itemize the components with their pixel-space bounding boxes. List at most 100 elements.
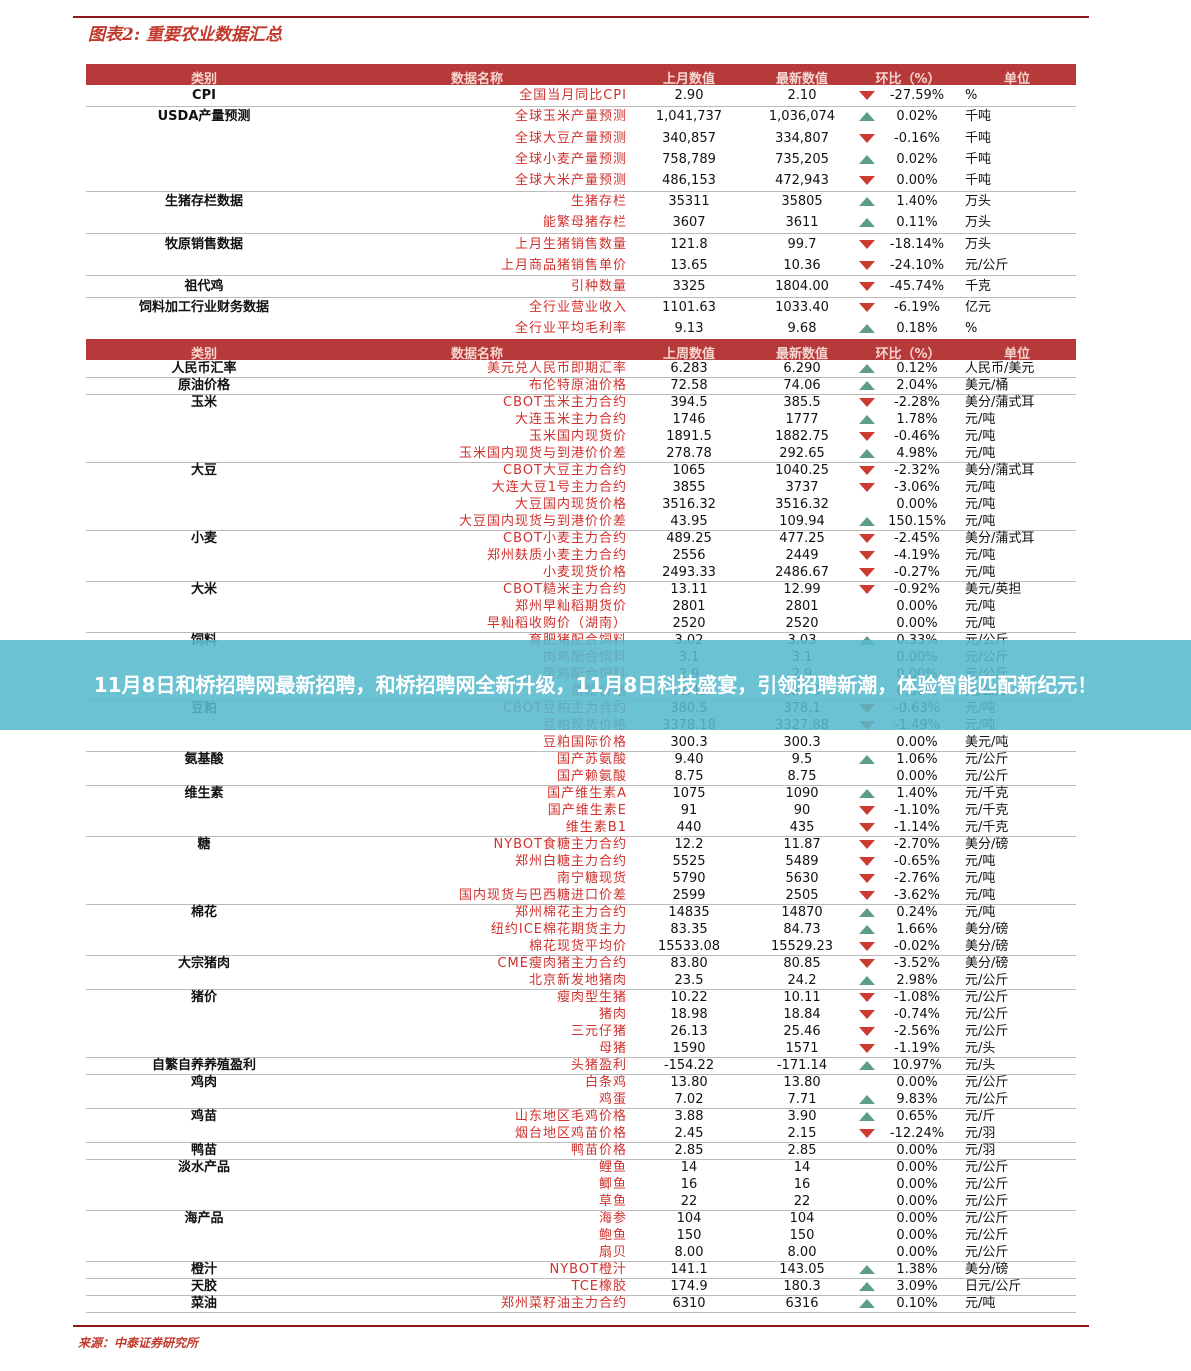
prev-value: 150 <box>676 1228 702 1244</box>
trend-arrow <box>859 398 875 408</box>
prev-value: 3325 <box>672 278 706 294</box>
group-separator <box>86 1311 1076 1313</box>
category: 玉米 <box>190 395 217 411</box>
prev-value: 18.98 <box>670 1007 708 1023</box>
trend-arrow <box>859 1061 875 1071</box>
unit: 元/公斤 <box>965 1024 1009 1040</box>
trend-arrow-shape <box>859 1299 875 1309</box>
data-name: 上月生猪销售数量 <box>514 236 627 252</box>
latest-value: 1033.40 <box>775 300 829 316</box>
category: 淡水产品 <box>177 1160 230 1176</box>
latest-value: 2520 <box>785 616 819 632</box>
prev-value: 9.40 <box>674 752 704 768</box>
latest-value: 2449 <box>785 548 819 564</box>
change-value: -2.56% <box>894 1024 940 1040</box>
prev-value: 2801 <box>672 599 706 615</box>
trend-arrow <box>859 91 875 101</box>
latest-value: -171.14 <box>776 1058 828 1074</box>
group-separator <box>86 750 1076 752</box>
category: 维生素 <box>184 786 224 802</box>
trend-arrow <box>859 281 875 291</box>
prev-value: 121.8 <box>670 236 708 252</box>
trend-arrow <box>859 789 875 799</box>
change-value: 1.40% <box>896 786 938 802</box>
change-value: -2.70% <box>894 837 940 853</box>
trend-arrow-shape <box>859 197 875 207</box>
change-value: -3.52% <box>894 956 940 972</box>
prev-value: 26.13 <box>670 1024 708 1040</box>
data-name: CME瘦肉猪主力合约 <box>497 956 627 972</box>
unit: 元/公斤 <box>965 1245 1009 1261</box>
category: 饲料加工行业财务数据 <box>138 300 269 316</box>
change-value: -4.19% <box>894 548 940 564</box>
group-separator <box>86 275 1076 277</box>
trend-arrow-shape <box>859 959 875 969</box>
category: USDA产量预测 <box>157 109 251 125</box>
trend-arrow <box>859 1299 875 1309</box>
latest-value: 180.3 <box>783 1279 821 1295</box>
unit: 人民币/美元 <box>965 361 1035 377</box>
change-value: 0.00% <box>896 1177 938 1193</box>
change-value: -45.74% <box>889 278 945 294</box>
data-name: 头猪盈利 <box>570 1058 627 1074</box>
trend-arrow <box>859 197 875 207</box>
data-name: 国产苏氨酸 <box>556 752 627 768</box>
trend-arrow <box>859 133 875 143</box>
data-name: 鲤鱼 <box>598 1160 627 1176</box>
data-name: 棉花现货平均价 <box>528 939 627 955</box>
trend-arrow <box>859 840 875 850</box>
data-name: 郑州菜籽油主力合约 <box>500 1296 627 1312</box>
prev-value: 2599 <box>672 888 706 904</box>
prev-value: 8.00 <box>674 1245 704 1261</box>
change-value: 0.02% <box>896 109 938 125</box>
group-separator <box>86 631 1076 633</box>
latest-value: 1777 <box>785 412 819 428</box>
prev-value: 2493.33 <box>662 565 716 581</box>
category: 鸡肉 <box>190 1075 217 1091</box>
change-value: 10.97% <box>892 1058 942 1074</box>
trend-arrow-shape <box>859 398 875 408</box>
unit: 美元/英担 <box>965 582 1022 598</box>
group-separator <box>86 376 1076 378</box>
unit: 美分/磅 <box>965 1262 1009 1278</box>
latest-value: 1804.00 <box>775 278 829 294</box>
trend-arrow <box>859 364 875 374</box>
data-name: 全球大米产量预测 <box>514 172 627 188</box>
group-separator <box>86 903 1076 905</box>
unit: 元/斤 <box>965 1109 996 1125</box>
change-value: 0.00% <box>896 769 938 785</box>
trend-arrow-shape <box>859 1044 875 1054</box>
change-value: 3.09% <box>896 1279 938 1295</box>
unit: 元/吨 <box>965 412 996 428</box>
prev-value: 13.65 <box>670 257 708 273</box>
unit: 元/吨 <box>965 888 996 904</box>
latest-value: 150 <box>789 1228 815 1244</box>
prev-value: 5790 <box>672 871 706 887</box>
trend-arrow-shape <box>859 133 875 143</box>
latest-value: 292.65 <box>779 446 825 462</box>
group-separator <box>86 988 1076 990</box>
trend-arrow-shape <box>859 324 875 334</box>
latest-value: 334,807 <box>775 130 829 146</box>
data-name: 布伦特原油价格 <box>528 378 627 394</box>
change-value: -6.19% <box>894 300 940 316</box>
unit: 元/公斤 <box>965 1160 1009 1176</box>
change-value: 1.38% <box>896 1262 938 1278</box>
unit: % <box>965 88 978 104</box>
change-value: 0.00% <box>896 599 938 615</box>
trend-arrow-shape <box>859 112 875 122</box>
data-name: 全行业营业收入 <box>528 300 627 316</box>
column-header: 环比（%） <box>875 347 941 363</box>
trend-arrow <box>859 534 875 544</box>
data-name: 豆粕国际价格 <box>542 735 627 751</box>
unit: 万头 <box>965 215 992 231</box>
category: 菜油 <box>190 1296 217 1312</box>
category: 天胶 <box>190 1279 217 1295</box>
unit: 美元/吨 <box>965 735 1009 751</box>
unit: 元/头 <box>965 1058 996 1074</box>
latest-value: 5489 <box>785 854 819 870</box>
unit: 元/羽 <box>965 1143 996 1159</box>
trend-arrow-shape <box>859 1061 875 1071</box>
latest-value: 1882.75 <box>775 429 829 445</box>
latest-value: 9.5 <box>791 752 813 768</box>
